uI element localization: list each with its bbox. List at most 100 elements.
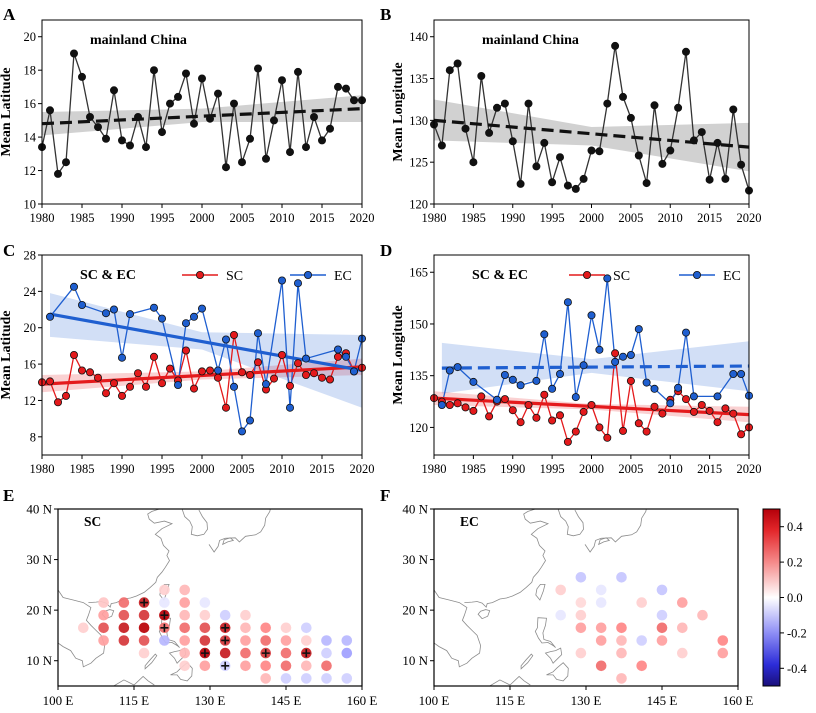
data-point xyxy=(453,363,462,372)
correlation-cell xyxy=(260,660,272,672)
x-tick-label: 2005 xyxy=(618,211,643,225)
y-axis-label: Mean Longitude xyxy=(391,305,406,404)
data-point xyxy=(197,304,206,313)
coastline xyxy=(598,537,611,546)
data-point xyxy=(141,143,150,152)
data-point xyxy=(524,99,533,108)
data-point xyxy=(301,143,310,152)
y-tick-label: 16 xyxy=(24,358,37,372)
panel-b: B 1980 1985 1990 1995 2000 2005 2010 2015 2020 120… xyxy=(380,5,762,225)
data-point xyxy=(729,369,738,378)
correlation-cell xyxy=(341,647,353,659)
y-tick-label: 24 xyxy=(24,285,37,299)
data-point xyxy=(149,352,158,361)
correlation-cell xyxy=(179,584,190,596)
data-point xyxy=(261,154,270,163)
correlation-cell xyxy=(240,609,251,621)
map-frame xyxy=(433,508,739,687)
x-tick-label: 1985 xyxy=(461,211,486,225)
x-tick-label: 2005 xyxy=(230,211,255,225)
y-tick-label: 10 N xyxy=(26,653,52,668)
data-point xyxy=(157,314,166,323)
data-point xyxy=(149,303,158,312)
data-point xyxy=(650,402,659,411)
y-tick-label: 10 N xyxy=(402,653,428,668)
correlation-cell xyxy=(280,622,292,634)
correlation-cell xyxy=(280,647,292,659)
colorbar-tick-label: 0.0 xyxy=(787,591,803,605)
correlation-cell xyxy=(260,622,272,634)
data-point xyxy=(253,358,262,367)
y-tick-label: 20 N xyxy=(402,603,428,618)
correlation-cell xyxy=(179,622,190,634)
data-point xyxy=(46,377,55,386)
correlation-cell xyxy=(240,647,251,659)
data-point xyxy=(245,370,254,379)
correlation-cell xyxy=(616,572,627,583)
data-point xyxy=(333,82,342,91)
data-point xyxy=(253,329,262,338)
data-point xyxy=(666,399,675,408)
data-point xyxy=(237,158,246,167)
legend-label-ec: EC xyxy=(723,269,741,284)
x-tick-label: 2010 xyxy=(658,211,683,225)
data-point xyxy=(102,134,111,143)
data-point xyxy=(689,392,698,401)
colorbar-tick-label: 0.4 xyxy=(787,520,803,534)
data-point xyxy=(595,423,604,432)
x-tick-label: 100 E xyxy=(43,693,74,708)
data-point xyxy=(713,418,722,427)
data-point xyxy=(70,49,79,58)
data-point xyxy=(571,427,580,436)
x-tick-label: 2010 xyxy=(270,211,295,225)
data-point xyxy=(94,123,103,132)
data-point xyxy=(333,352,342,361)
map-content xyxy=(434,509,729,686)
coastline xyxy=(464,509,550,608)
correlation-cell xyxy=(118,609,130,621)
correlation-cell xyxy=(118,622,130,634)
data-point xyxy=(269,374,278,383)
panel-title: SC xyxy=(84,514,101,529)
data-point xyxy=(253,64,262,73)
data-point xyxy=(642,179,651,188)
correlation-cell xyxy=(159,635,170,646)
data-point xyxy=(500,370,509,379)
correlation-cell xyxy=(616,622,627,634)
data-point xyxy=(237,427,246,436)
data-point xyxy=(634,151,643,160)
data-point xyxy=(563,437,572,446)
data-point xyxy=(165,99,174,108)
correlation-cell xyxy=(219,647,231,659)
data-point xyxy=(445,366,454,375)
x-tick-label: 1990 xyxy=(110,211,135,225)
data-point xyxy=(269,116,278,125)
data-point xyxy=(62,158,71,167)
data-point xyxy=(133,369,142,378)
data-point xyxy=(469,158,478,167)
y-tick-label: 30 N xyxy=(26,552,52,567)
x-tick-label: 1985 xyxy=(70,211,95,225)
correlation-cell xyxy=(240,635,251,646)
correlation-cell xyxy=(656,584,668,596)
legend-label-sc: SC xyxy=(613,269,630,284)
data-point xyxy=(181,346,190,355)
data-point xyxy=(189,119,198,128)
correlation-cell xyxy=(575,647,587,659)
correlation-cell xyxy=(199,622,211,634)
x-tick-label: 1980 xyxy=(30,462,55,476)
data-point xyxy=(579,361,588,370)
correlation-cell xyxy=(677,597,688,608)
coastline xyxy=(482,675,531,686)
x-tick-label: 1980 xyxy=(422,462,447,476)
data-point xyxy=(245,416,254,425)
data-point xyxy=(619,426,628,435)
correlation-cell xyxy=(240,660,251,672)
data-point xyxy=(508,137,517,146)
coastline xyxy=(477,609,491,620)
coastline xyxy=(106,675,155,686)
data-point xyxy=(277,350,286,359)
data-point xyxy=(293,279,302,288)
panel-c: C 1980 1985 1990 1995 2000 2005 2010 2015 2020 8 12… xyxy=(0,241,375,476)
coastline xyxy=(208,509,271,553)
